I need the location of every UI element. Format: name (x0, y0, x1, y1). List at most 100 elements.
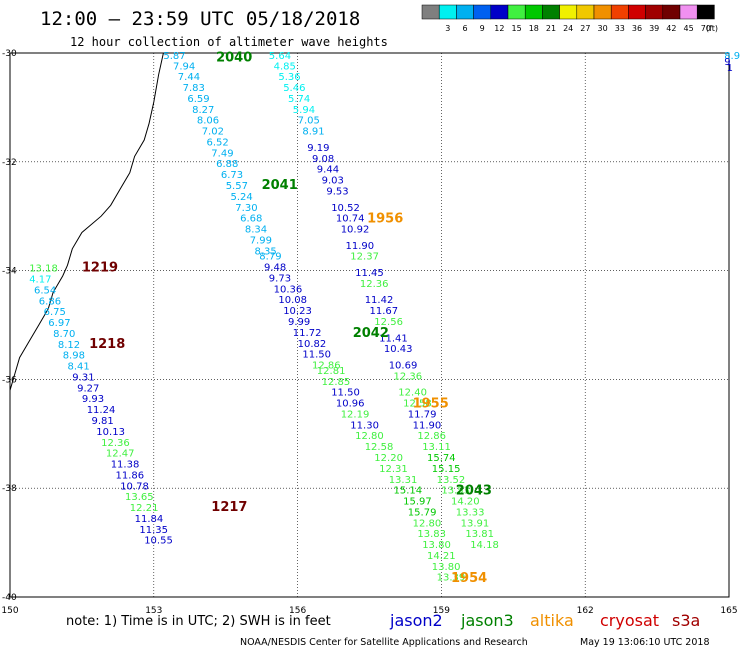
lat-tick-label: -40 (2, 593, 17, 603)
page-title: 12:00 – 23:59 UTC 05/18/2018 (40, 8, 360, 30)
wave-height-value: 12.80 (355, 431, 384, 442)
satellite-name: s3a (672, 611, 700, 630)
wave-height-value: 9.93 (82, 394, 104, 405)
wave-height-value: 11.86 (116, 470, 145, 481)
wave-height-value: 6.88 (216, 159, 238, 170)
wave-height-value: 12.20 (374, 453, 403, 464)
wave-height-value: 7.30 (235, 203, 257, 214)
wave-height-value: 12.31 (379, 464, 408, 475)
wave-height-value: 9.44 (317, 165, 339, 176)
footer-note: note: 1) Time is in UTC; 2) SWH is in fe… (66, 614, 331, 629)
wave-height-value: 11.90 (413, 420, 442, 431)
wave-height-value: 10.13 (96, 427, 125, 438)
legend-swatch (593, 4, 612, 20)
legend-unit: (ft) (706, 24, 718, 33)
lon-tick-label: 153 (145, 606, 162, 616)
wave-height-value: 11.50 (302, 350, 331, 361)
legend-label: 30 (598, 24, 608, 33)
track-1218: 13.184.176.546.866.756.978.708.128.988.4… (29, 264, 173, 547)
wave-height-value: 9.73 (269, 274, 291, 285)
wave-height-value: 10.96 (336, 399, 365, 410)
legend-swatch (542, 4, 560, 20)
wave-height-value: 8.27 (192, 105, 214, 116)
page-subtitle: 12 hour collection of altimeter wave hei… (70, 35, 388, 49)
lon-tick-label: 156 (289, 606, 306, 616)
wave-height-value: 9.19 (307, 143, 329, 154)
wave-height-value: 7.05 (298, 116, 320, 127)
lon-tick-label: 159 (433, 606, 450, 616)
wave-height-value: 8.70 (53, 329, 75, 340)
pass-time-label: 1218 (89, 337, 125, 352)
pass-labels: 2040 2041 1956 1219 1218 2042 1955 2043 1217 1954 (82, 51, 492, 586)
pass-time-label: 1955 (413, 397, 449, 412)
wave-height-value: 5.24 (231, 192, 253, 203)
wave-height-value: 8.34 (245, 225, 267, 236)
legend-label: 12 (494, 24, 504, 33)
wave-height-value: 5.74 (288, 94, 310, 105)
wave-height-value: 11.42 (365, 295, 394, 306)
color-legend: 3 6 9 12 15 18 21 24 27 30 33 36 39 42 45 70 (421, 4, 715, 33)
wave-height-value: 9.08 (312, 154, 334, 165)
wave-height-value: 6.54 (34, 285, 56, 296)
wave-height-value: 8.98 (63, 351, 85, 362)
wave-height-value: 11.41 (379, 333, 408, 344)
satellite-legend: jason2 jason3 altika cryosat s3a (389, 611, 700, 630)
wave-height-value: 11.67 (370, 306, 399, 317)
wave-height-value: 5.36 (278, 72, 300, 83)
wave-height-value: 12.37 (350, 252, 379, 263)
wave-height-value: 4.17 (29, 275, 51, 286)
legend-label: 70 (701, 24, 711, 33)
wave-height-value: 15.97 (403, 497, 432, 508)
legend-label: 21 (546, 24, 556, 33)
lat-tick-label: -34 (2, 267, 17, 277)
legend-label: 6 (462, 24, 467, 33)
wave-height-value: 12.56 (374, 317, 403, 328)
wave-height-value: 12.36 (101, 438, 130, 449)
wave-height-value: 8.9 (724, 51, 740, 62)
satellite-name: jason3 (460, 611, 514, 630)
coastline (9, 52, 164, 402)
legend-swatch (507, 4, 526, 20)
wave-height-value: 5.94 (293, 105, 315, 116)
wave-height-value: 13.52 (437, 475, 466, 486)
legend-swatch (662, 4, 681, 20)
legend-swatch (645, 4, 664, 20)
graticule (9, 52, 730, 598)
legend-label: 9 (480, 24, 485, 33)
legend-label: 24 (563, 24, 573, 33)
wave-height-value: 11.79 (408, 410, 437, 421)
wave-height-value: 13.80 (432, 562, 461, 573)
legend-swatch (679, 4, 698, 20)
legend-swatch (524, 4, 543, 20)
wave-height-value: 11.50 (331, 388, 360, 399)
legend-swatch (559, 4, 578, 20)
wave-height-value: 12.58 (365, 442, 394, 453)
wave-height-value: 13.11 (422, 442, 451, 453)
pass-time-label: 1954 (451, 571, 487, 586)
wave-height-value: 9.99 (288, 317, 310, 328)
wave-height-value: 9.31 (72, 373, 94, 384)
lon-tick-label: 150 (1, 606, 18, 616)
legend-swatch (628, 4, 646, 20)
pass-time-label: 1219 (82, 261, 118, 276)
wave-height-value: 12.80 (413, 518, 442, 529)
legend-label: 18 (529, 24, 539, 33)
legend-swatch (490, 4, 509, 20)
lon-tick-label: 165 (720, 606, 737, 616)
wave-height-value: 8.35 (255, 246, 277, 257)
wave-height-value: 15.14 (394, 486, 423, 497)
wave-height-value: 9.53 (326, 186, 348, 197)
lat-tick-label: -36 (2, 375, 17, 385)
wave-height-value: 10.69 (389, 361, 418, 372)
wave-height-value: 7.99 (250, 235, 272, 246)
pass-time-label: 1217 (211, 500, 247, 515)
wave-height-value: 8.79 (259, 252, 281, 263)
wave-height-value: 10.36 (274, 284, 303, 295)
wave-height-value: 10.23 (283, 306, 312, 317)
wave-height-value: 10.74 (336, 214, 365, 225)
legend-label: 45 (684, 24, 694, 33)
lat-tick-label: -30 (2, 49, 17, 59)
footer-timestamp: May 19 13:06:10 UTC 2018 (580, 637, 709, 648)
wave-height-value: 15.79 (408, 507, 437, 518)
